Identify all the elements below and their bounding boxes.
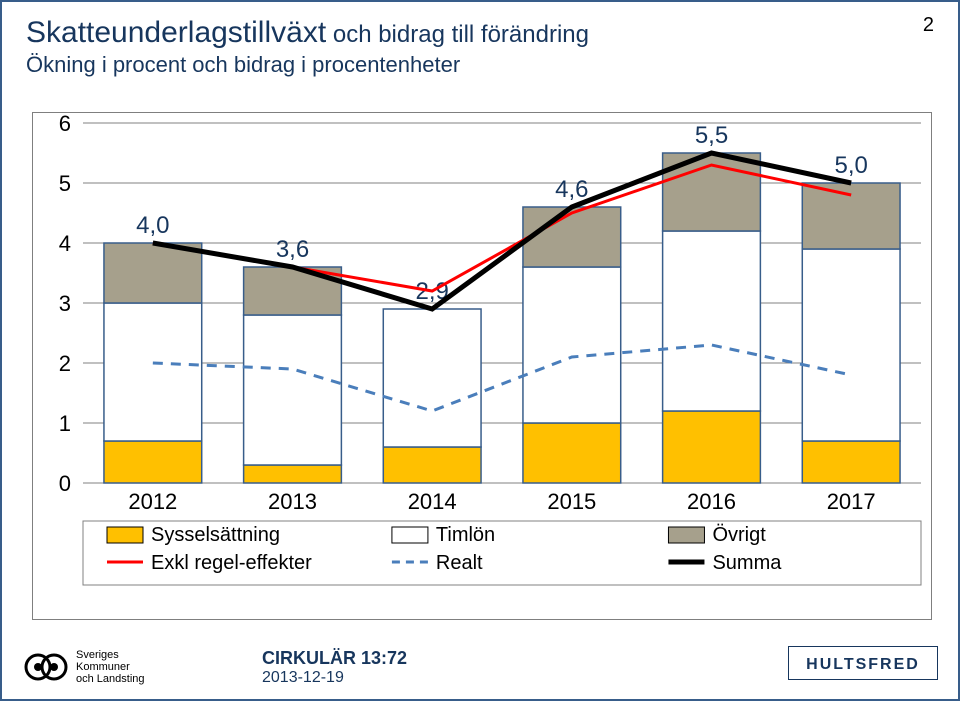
svg-text:Timlön: Timlön [436, 524, 495, 546]
svg-text:2012: 2012 [128, 489, 177, 514]
svg-text:6: 6 [59, 113, 71, 136]
circular-ref: CIRKULÄR 13:72 2013-12-19 [262, 648, 407, 687]
svg-text:2016: 2016 [687, 489, 736, 514]
svg-text:2014: 2014 [408, 489, 457, 514]
title-block: Skatteunderlagstillväxt och bidrag till … [26, 16, 589, 78]
svg-text:0: 0 [59, 471, 71, 496]
svg-text:4,0: 4,0 [136, 212, 169, 239]
page-number: 2 [923, 14, 934, 37]
svg-text:2015: 2015 [547, 489, 596, 514]
svg-text:2: 2 [59, 351, 71, 376]
svg-text:Exkl regel-effekter: Exkl regel-effekter [151, 552, 312, 574]
svg-text:Realt: Realt [436, 552, 483, 574]
chart-container: 01234562012201320142015201620174,03,62,9… [32, 112, 932, 620]
hultsfred-logo: HULTSFRED [788, 646, 938, 685]
svg-text:Summa: Summa [712, 552, 782, 574]
skl-logo-block: Sveriges Kommuner och Landsting [24, 645, 145, 689]
svg-text:5: 5 [59, 171, 71, 196]
svg-text:3,6: 3,6 [276, 236, 309, 263]
svg-text:3: 3 [59, 291, 71, 316]
svg-text:Sysselsättning: Sysselsättning [151, 524, 280, 546]
subtitle: Ökning i procent och bidrag i procentenh… [26, 52, 589, 78]
svg-text:Övrigt: Övrigt [712, 524, 766, 546]
svg-text:4: 4 [59, 231, 71, 256]
svg-text:2017: 2017 [827, 489, 876, 514]
skl-line1: Sveriges [76, 649, 145, 661]
title-rest: och bidrag till förändring [326, 21, 589, 48]
chart-svg: 01234562012201320142015201620174,03,62,9… [33, 113, 931, 619]
svg-text:5,5: 5,5 [695, 122, 728, 149]
svg-text:4,6: 4,6 [555, 176, 588, 203]
svg-text:HULTSFRED: HULTSFRED [806, 656, 920, 673]
circular-line2: 2013-12-19 [262, 669, 407, 687]
skl-text: Sveriges Kommuner och Landsting [76, 649, 145, 685]
svg-text:1: 1 [59, 411, 71, 436]
circular-line1: CIRKULÄR 13:72 [262, 648, 407, 669]
title-main: Skatteunderlagstillväxt [26, 16, 326, 49]
svg-text:5,0: 5,0 [834, 152, 867, 179]
svg-text:2013: 2013 [268, 489, 317, 514]
slide: { "page_number": "2", "title_main": "Ska… [0, 0, 960, 701]
skl-logo-icon [24, 645, 68, 689]
skl-line3: och Landsting [76, 673, 145, 685]
skl-line2: Kommuner [76, 661, 145, 673]
hultsfred-logo-icon: HULTSFRED [788, 646, 938, 680]
